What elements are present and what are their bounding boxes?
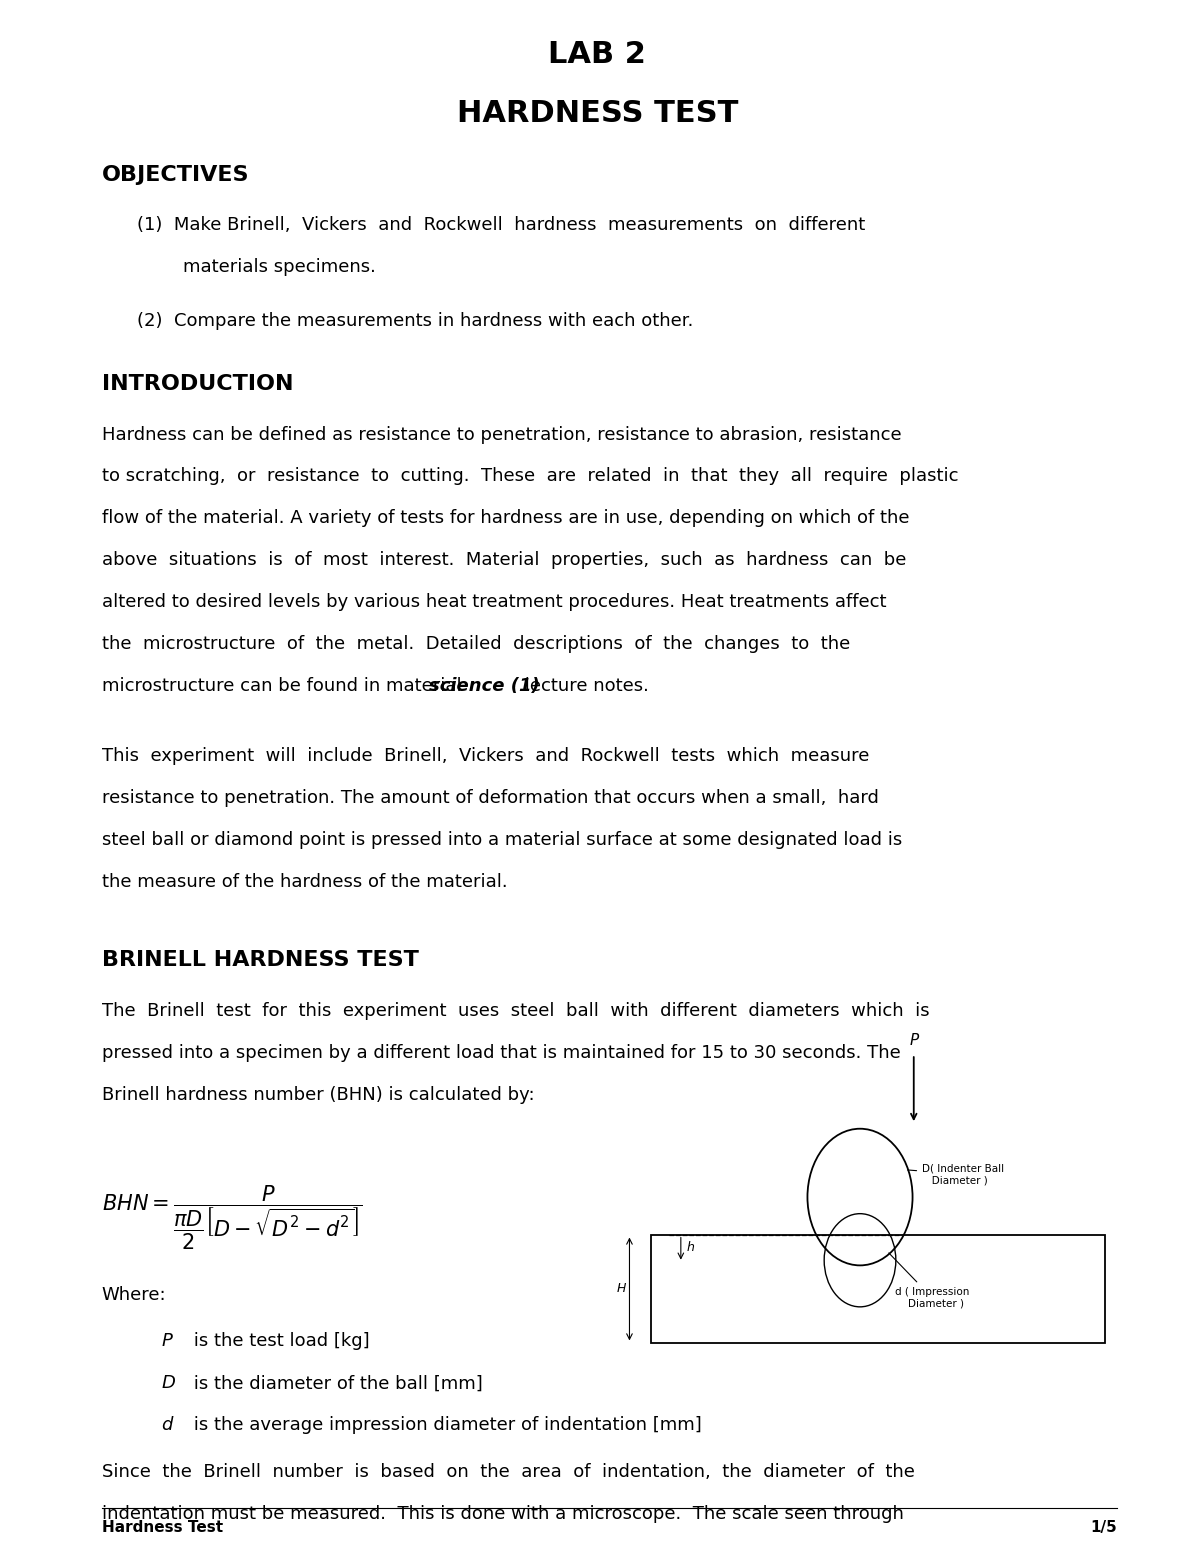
- Text: d ( Impression
    Diameter ): d ( Impression Diameter ): [889, 1253, 970, 1308]
- Text: microstructure can be found in material: microstructure can be found in material: [102, 677, 467, 696]
- Text: (2)  Compare the measurements in hardness with each other.: (2) Compare the measurements in hardness…: [137, 312, 694, 331]
- Text: is the test load [kg]: is the test load [kg]: [187, 1332, 370, 1351]
- Text: lecture notes.: lecture notes.: [518, 677, 649, 696]
- Text: science (1): science (1): [428, 677, 540, 696]
- Text: Where:: Where:: [102, 1286, 166, 1305]
- Text: flow of the material. A variety of tests for hardness are in use, depending on w: flow of the material. A variety of tests…: [102, 509, 910, 528]
- Text: OBJECTIVES: OBJECTIVES: [102, 165, 250, 185]
- Text: $\mathit{D}$: $\mathit{D}$: [161, 1374, 176, 1393]
- Text: $\mathit{P}$: $\mathit{P}$: [161, 1332, 174, 1351]
- Text: Brinell hardness number (BHN) is calculated by:: Brinell hardness number (BHN) is calcula…: [102, 1086, 534, 1104]
- Text: is the average impression diameter of indentation [mm]: is the average impression diameter of in…: [187, 1416, 701, 1435]
- Text: INTRODUCTION: INTRODUCTION: [102, 374, 293, 394]
- Text: indentation must be measured.  This is done with a microscope.  The scale seen t: indentation must be measured. This is do…: [102, 1505, 904, 1523]
- Text: materials specimens.: materials specimens.: [137, 258, 377, 276]
- Text: $\mathit{d}$: $\mathit{d}$: [161, 1416, 175, 1435]
- Text: LAB 2: LAB 2: [548, 40, 646, 70]
- Text: Since  the  Brinell  number  is  based  on  the  area  of  indentation,  the  di: Since the Brinell number is based on the…: [102, 1463, 914, 1482]
- Text: (1)  Make Brinell,  Vickers  and  Rockwell  hardness  measurements  on  differen: (1) Make Brinell, Vickers and Rockwell h…: [137, 216, 865, 235]
- Text: P: P: [910, 1033, 918, 1048]
- Text: the  microstructure  of  the  metal.  Detailed  descriptions  of  the  changes  : the microstructure of the metal. Detaile…: [102, 635, 850, 654]
- Text: h: h: [686, 1241, 695, 1253]
- Text: pressed into a specimen by a different load that is maintained for 15 to 30 seco: pressed into a specimen by a different l…: [102, 1044, 900, 1062]
- Text: 1/5: 1/5: [1090, 1520, 1117, 1536]
- Text: steel ball or diamond point is pressed into a material surface at some designate: steel ball or diamond point is pressed i…: [102, 831, 901, 849]
- Text: altered to desired levels by various heat treatment procedures. Heat treatments : altered to desired levels by various hea…: [102, 593, 886, 612]
- Text: H: H: [617, 1283, 626, 1295]
- Text: This  experiment  will  include  Brinell,  Vickers  and  Rockwell  tests  which : This experiment will include Brinell, Vi…: [102, 747, 869, 766]
- Bar: [650, 1235, 1105, 1343]
- Text: HARDNESS TEST: HARDNESS TEST: [456, 99, 738, 129]
- Text: Hardness Test: Hardness Test: [102, 1520, 223, 1536]
- Text: is the diameter of the ball [mm]: is the diameter of the ball [mm]: [187, 1374, 482, 1393]
- Text: the measure of the hardness of the material.: the measure of the hardness of the mater…: [102, 873, 508, 891]
- Text: to scratching,  or  resistance  to  cutting.  These  are  related  in  that  the: to scratching, or resistance to cutting.…: [102, 467, 958, 486]
- Text: Hardness can be defined as resistance to penetration, resistance to abrasion, re: Hardness can be defined as resistance to…: [102, 426, 901, 444]
- Text: BRINELL HARDNESS TEST: BRINELL HARDNESS TEST: [102, 950, 419, 971]
- Text: The  Brinell  test  for  this  experiment  uses  steel  ball  with  different  d: The Brinell test for this experiment use…: [102, 1002, 929, 1020]
- Text: resistance to penetration. The amount of deformation that occurs when a small,  : resistance to penetration. The amount of…: [102, 789, 878, 808]
- Text: above  situations  is  of  most  interest.  Material  properties,  such  as  har: above situations is of most interest. Ma…: [102, 551, 906, 570]
- Text: $\mathit{BHN} = \dfrac{P}{\dfrac{\pi D}{2}\left[D - \sqrt{D^2 - d^2}\right]}$: $\mathit{BHN} = \dfrac{P}{\dfrac{\pi D}{…: [102, 1183, 362, 1252]
- Text: D( Indenter Ball
   Diameter ): D( Indenter Ball Diameter ): [907, 1163, 1004, 1185]
